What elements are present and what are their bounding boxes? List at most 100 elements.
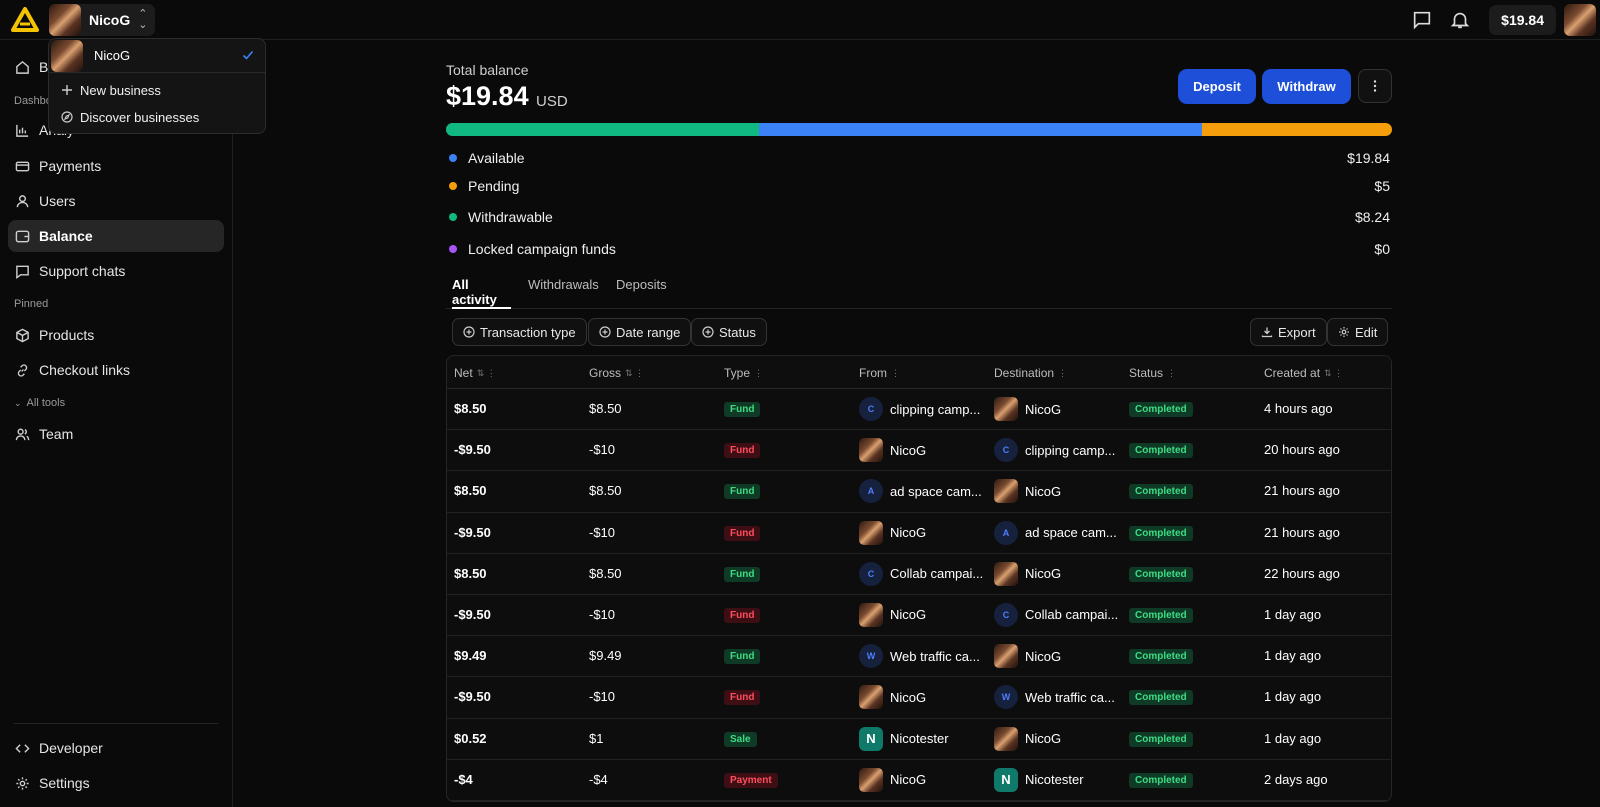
dropdown-discover-businesses[interactable]: Discover businesses [61, 108, 199, 126]
cell-created-at: 21 hours ago [1264, 483, 1340, 499]
cell-gross: -$4 [589, 771, 608, 787]
business-avatar [51, 40, 83, 72]
tab-all-activity[interactable]: All activity [452, 277, 511, 309]
more-options-button[interactable] [1358, 69, 1392, 103]
cell-destination[interactable]: C Collab campai... [994, 602, 1118, 627]
cell-net: -$9.50 [454, 442, 491, 458]
total-balance-label: Total balance [446, 62, 529, 78]
sidebar-item-products[interactable]: Products [8, 319, 224, 351]
cell-destination[interactable]: NicoG [994, 479, 1061, 504]
user-avatar[interactable] [1564, 4, 1596, 36]
sidebar-item-payments[interactable]: Payments [8, 150, 224, 182]
cell-destination[interactable]: N Nicotester [994, 767, 1084, 792]
party-name: NicoG [890, 607, 927, 623]
cell-destination[interactable]: NicoG [994, 397, 1061, 421]
table-row[interactable]: $8.50 $8.50 Fund C Collab campai... NicoG Comp… [447, 554, 1391, 595]
dropdown-item-label: New business [80, 82, 161, 98]
cell-created-at: 1 day ago [1264, 648, 1322, 664]
logo-icon[interactable] [11, 7, 39, 33]
column-header-destination[interactable]: Destination ⋮ [994, 366, 1067, 380]
sidebar-item-balance[interactable]: Balance [8, 220, 224, 252]
type-badge: Fund [724, 525, 761, 541]
avatar-initial: C [994, 602, 1018, 627]
column-header-type[interactable]: Type ⋮ [724, 366, 763, 380]
cell-from[interactable]: NicoG [859, 685, 926, 710]
cell-gross: -$10 [589, 606, 616, 622]
filter-status[interactable]: Status [691, 318, 767, 346]
breakdown-value: $5 [1374, 178, 1390, 194]
cell-gross: $8.50 [589, 565, 622, 581]
sidebar-item-team[interactable]: Team [8, 418, 224, 450]
sidebar-item-label: Settings [39, 775, 90, 791]
dropdown-current-business[interactable]: NicoG [49, 39, 265, 73]
cell-destination[interactable]: W Web traffic ca... [994, 685, 1115, 710]
filter-date-range[interactable]: Date range [588, 318, 692, 346]
table-row[interactable]: $0.52 $1 Sale N Nicotester NicoG Completed 1 da… [447, 719, 1391, 760]
table-row[interactable]: -$4 -$4 Payment NicoG N Nicotester Completed 2 … [447, 760, 1391, 801]
cell-from[interactable]: N Nicotester [859, 726, 949, 751]
column-header-status[interactable]: Status ⋮ [1129, 366, 1176, 380]
edit-columns-button[interactable]: Edit [1327, 318, 1389, 346]
withdraw-button[interactable]: Withdraw [1262, 69, 1351, 104]
sidebar-item-settings[interactable]: Settings [8, 767, 224, 799]
status-badge: Completed [1129, 566, 1193, 582]
party-name: Collab campai... [890, 566, 984, 582]
cell-from[interactable]: NicoG [859, 602, 927, 627]
sidebar-item-support-chats[interactable]: Support chats [8, 255, 224, 287]
cell-destination[interactable]: NicoG [994, 644, 1061, 669]
messages-icon[interactable] [1411, 9, 1433, 31]
avatar-initial: W [859, 644, 883, 669]
cell-destination[interactable]: NicoG [994, 561, 1061, 586]
party-name: NicoG [890, 442, 927, 458]
column-header-gross[interactable]: Gross ⇅ ⋮ [589, 366, 644, 380]
tab-withdrawals[interactable]: Withdrawals [528, 277, 599, 292]
type-badge: Sale [724, 731, 757, 747]
export-button[interactable]: Export [1250, 318, 1327, 346]
column-header-net[interactable]: Net ⇅ ⋮ [454, 366, 496, 380]
sidebar-item-checkout-links[interactable]: Checkout links [8, 354, 224, 386]
business-switcher[interactable]: NicoG ⌃ ⌄ [49, 4, 156, 36]
column-header-created-at[interactable]: Created at ⇅ ⋮ [1264, 366, 1343, 380]
type-badge: Fund [724, 402, 761, 417]
column-header-from[interactable]: From ⋮ [859, 366, 900, 380]
cell-net: -$4 [454, 771, 473, 787]
table-row[interactable]: -$9.50 -$10 Fund NicoG C Collab campai... Comp… [447, 595, 1391, 637]
dropdown-new-business[interactable]: New business [61, 81, 161, 99]
column-header-label: Created at [1264, 366, 1321, 380]
plus-icon [62, 85, 72, 95]
party-name: clipping camp... [1025, 442, 1116, 458]
activity-tabs: All activity Withdrawals Deposits [446, 277, 1392, 309]
table-row[interactable]: $9.49 $9.49 Fund W Web traffic ca... NicoG Com… [447, 636, 1391, 678]
deposit-button[interactable]: Deposit [1178, 69, 1256, 104]
status-badge: Completed [1129, 525, 1193, 541]
cell-net: $8.50 [454, 483, 487, 499]
tab-deposits[interactable]: Deposits [616, 277, 667, 292]
section-all-tools[interactable]: ⌄ All tools [14, 397, 65, 409]
table-row[interactable]: -$9.50 -$10 Fund NicoG W Web traffic ca... Com… [447, 677, 1391, 719]
sidebar-item-label: Products [39, 327, 95, 343]
cell-from[interactable]: NicoG [859, 767, 926, 792]
cell-destination[interactable]: NicoG [994, 726, 1062, 751]
party-name: Nicotester [890, 731, 949, 746]
bell-icon[interactable] [1449, 9, 1471, 31]
sidebar-item-developer[interactable]: Developer [8, 732, 224, 764]
cell-from[interactable]: W Web traffic ca... [859, 644, 980, 669]
cell-from[interactable]: C Collab campai... [859, 561, 984, 586]
cell-from[interactable]: NicoG [859, 520, 926, 545]
balance-chip[interactable]: $19.84 [1489, 5, 1556, 35]
sidebar-item-users[interactable]: Users [8, 185, 224, 217]
party-name: Web traffic ca... [890, 648, 980, 664]
party-name: NicoG [1025, 731, 1062, 746]
filter-transaction-type[interactable]: Transaction type [452, 318, 587, 346]
cell-from[interactable]: NicoG [859, 438, 927, 463]
avatar-initial: C [859, 561, 883, 586]
